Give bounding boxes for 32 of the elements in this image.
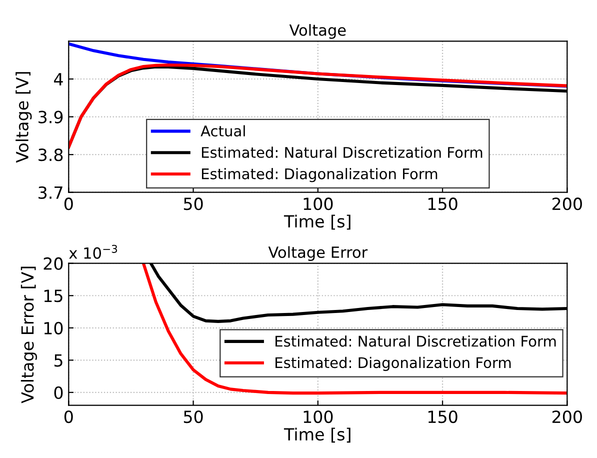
legend-label: Actual [200,125,245,137]
x-tick-label: 50 [184,410,203,424]
legend-label: Estimated: Natural Discretization Form [276,335,556,347]
y-tick-label: 15 [44,290,62,302]
chart-title: Voltage Error [268,246,368,261]
x-tick-label: 0 [64,410,73,424]
x-tick-label: 150 [428,410,458,424]
x-tick-label: 100 [304,198,333,210]
x-tick-label: 50 [184,198,203,210]
y-tick-label: 4 [54,73,63,86]
x-tick-label: 100 [304,410,333,424]
y-tick-label: 3.7 [38,186,62,199]
line-series [142,263,568,395]
y-tick-label: 3.8 [38,148,63,162]
x-tick-label: 200 [552,198,582,210]
y-tick-label: 20 [44,257,63,270]
legend-label: Estimated: Natural Discretization Form [202,146,482,158]
y-tick-label: 3.9 [38,110,63,124]
x-axis-title: Time [s] [284,428,350,443]
x-tick-label: 200 [552,410,582,424]
y-axis-title: Voltage [V] [16,72,32,163]
y-tick-label: 0 [54,386,63,399]
y-tick-label: 10 [44,322,63,334]
legend-label: Estimated: Diagonalization Form [276,356,511,371]
x-axis-title: Time [s] [284,214,350,230]
x-tick-label: 0 [64,198,73,210]
text: x 10$^{−3}$ [69,244,118,259]
y-tick-label: 5 [54,354,62,367]
y-axis-title: Voltage Error [V] [20,266,38,404]
x-tick-label: 150 [428,198,458,210]
chart-title: Voltage [289,24,346,39]
legend-label: Estimated: Diagonalization Form [202,168,438,182]
